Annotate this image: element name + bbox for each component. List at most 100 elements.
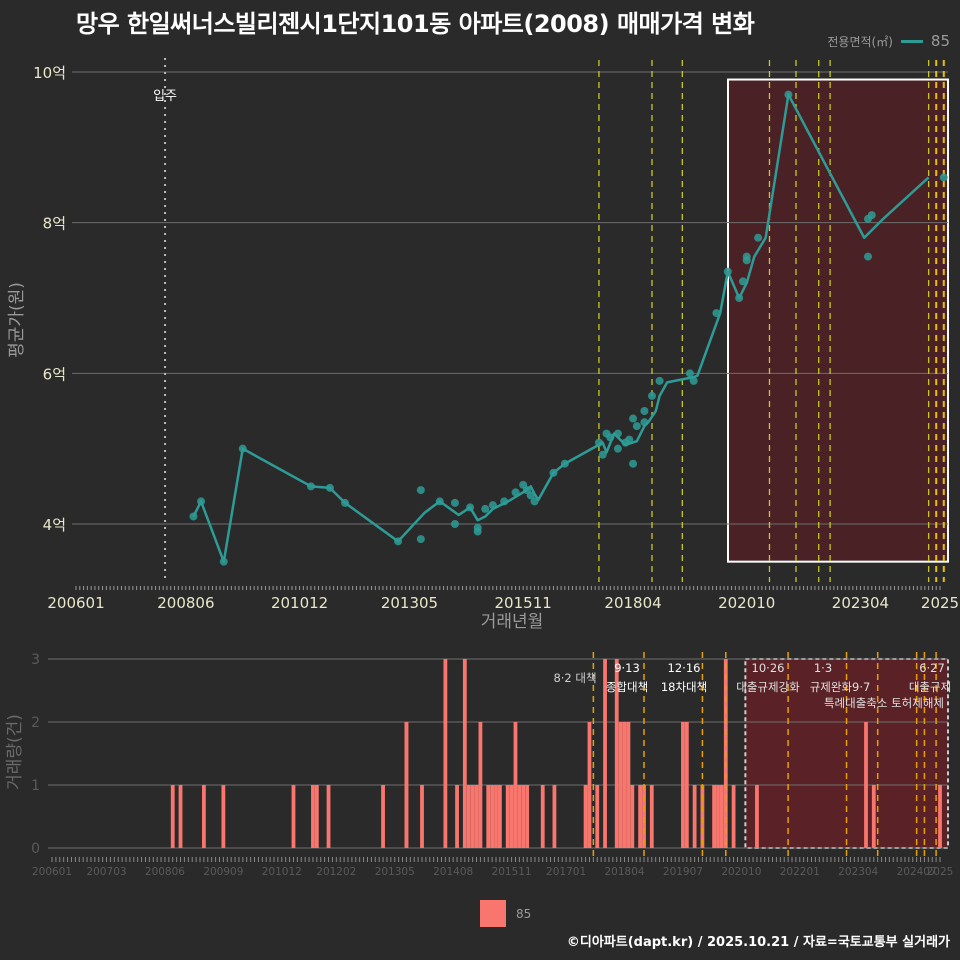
data-point bbox=[238, 444, 247, 453]
volume-bar bbox=[314, 785, 319, 848]
x-tick-label: 201804 bbox=[604, 594, 661, 612]
x-tick-label: 202010 bbox=[721, 866, 761, 878]
data-point bbox=[466, 503, 475, 512]
volume-bar bbox=[864, 722, 868, 848]
data-point bbox=[655, 376, 664, 385]
data-point bbox=[632, 422, 641, 431]
volume-bar bbox=[630, 785, 635, 848]
x-tick-label: 200703 bbox=[86, 866, 126, 878]
data-point bbox=[325, 483, 334, 492]
chart-title: 망우 한일써너스빌리젠시1단지101동 아파트(2008) 매매가격 변화 bbox=[76, 10, 755, 38]
x-tick-label: 200909 bbox=[203, 866, 243, 878]
data-point bbox=[939, 173, 948, 182]
data-point bbox=[640, 418, 649, 427]
data-point bbox=[712, 309, 721, 318]
volume-bar bbox=[486, 785, 491, 848]
volume-bar bbox=[509, 785, 514, 848]
data-point bbox=[481, 504, 490, 513]
volume-bar bbox=[626, 722, 631, 848]
source-credit: ©디아파트(dapt.kr) / 2025.10.21 / 자료=국토교통부 실… bbox=[566, 935, 950, 950]
volume-bar bbox=[540, 785, 545, 848]
volume-bar bbox=[466, 785, 471, 848]
volume-bar bbox=[490, 785, 495, 848]
volume-bar bbox=[755, 785, 759, 848]
x-tick-label: 201804 bbox=[604, 866, 644, 878]
y-tick-label: 6억 bbox=[43, 365, 66, 383]
volume-bar bbox=[291, 785, 296, 848]
volume-bar bbox=[731, 785, 736, 848]
x-tick-label: 201511 bbox=[492, 866, 532, 878]
policy-label: 9·13 bbox=[614, 661, 640, 675]
y-tick-label: 10억 bbox=[33, 64, 66, 82]
x-tick-label: 202201 bbox=[780, 866, 820, 878]
policy-label: 특례대출축소 토허제해제 bbox=[824, 696, 944, 710]
data-point bbox=[640, 407, 649, 415]
volume-bar bbox=[700, 785, 705, 848]
policy-label: 규제완화9·7 bbox=[810, 680, 871, 694]
x-tick-label: 200806 bbox=[145, 866, 185, 878]
data-point bbox=[450, 520, 459, 528]
policy-label: 12·16 bbox=[668, 661, 701, 675]
bar-legend: 85 bbox=[480, 900, 531, 927]
volume-bar bbox=[622, 722, 627, 848]
volume-bar bbox=[614, 659, 619, 848]
policy-label: 종합대책 bbox=[606, 680, 648, 694]
x-tick-label: 200601 bbox=[47, 594, 104, 612]
data-point bbox=[511, 488, 520, 497]
x-tick-label: 201511 bbox=[495, 594, 552, 612]
volume-bar bbox=[521, 785, 526, 848]
data-point bbox=[689, 376, 698, 385]
x-axis-title: 거래년월 bbox=[481, 612, 544, 632]
volume-bar bbox=[603, 659, 607, 848]
data-point bbox=[197, 497, 206, 506]
data-point bbox=[648, 391, 656, 400]
volume-bar bbox=[716, 785, 720, 848]
policy-label: 1·3 bbox=[814, 661, 832, 675]
x-tick-label: 202304 bbox=[832, 594, 889, 612]
highlight-region bbox=[727, 78, 949, 563]
data-point bbox=[526, 491, 535, 500]
volume-bar bbox=[494, 785, 498, 848]
x-tick-label: 202304 bbox=[838, 866, 878, 878]
data-point bbox=[735, 294, 744, 302]
x-tick-label: 201408 bbox=[433, 866, 473, 878]
volume-bar bbox=[719, 785, 724, 848]
x-tick-label: 201012 bbox=[262, 866, 302, 878]
volume-bar bbox=[712, 785, 717, 848]
volume-bar bbox=[455, 785, 459, 848]
data-point bbox=[754, 233, 763, 242]
data-point bbox=[530, 497, 539, 506]
data-point bbox=[864, 252, 872, 261]
data-point bbox=[742, 256, 751, 265]
volume-bar bbox=[681, 722, 685, 848]
data-point bbox=[685, 369, 694, 378]
volume-bar bbox=[497, 785, 502, 848]
data-point bbox=[784, 90, 793, 99]
data-point bbox=[598, 450, 607, 459]
data-point bbox=[738, 277, 747, 286]
policy-label: 8·2 대책 bbox=[553, 671, 596, 685]
x-tick-label: 201701 bbox=[546, 866, 586, 878]
x-tick-label: 201012 bbox=[271, 594, 328, 612]
data-point bbox=[341, 498, 350, 507]
data-point bbox=[613, 444, 622, 453]
data-point bbox=[435, 497, 444, 506]
y-tick-label: 0 bbox=[31, 841, 40, 857]
volume-bar bbox=[525, 785, 530, 848]
volume-bar bbox=[170, 785, 175, 848]
volume-bar bbox=[642, 785, 646, 848]
data-point bbox=[560, 459, 569, 468]
bar-legend-label: 85 bbox=[516, 906, 532, 921]
x-tick-label: 201305 bbox=[381, 594, 438, 612]
x-tick-label: 200806 bbox=[157, 594, 214, 612]
volume-bar bbox=[178, 785, 183, 848]
policy-label: 대출규제 bbox=[909, 680, 951, 694]
volume-bar bbox=[583, 785, 588, 848]
data-point bbox=[613, 429, 622, 438]
x-tick-label: 201305 bbox=[375, 866, 415, 878]
x-tick-label: 202407 bbox=[897, 866, 937, 878]
data-point bbox=[629, 414, 638, 423]
x-tick-label: 200601 bbox=[32, 866, 72, 878]
volume-bar bbox=[871, 785, 876, 848]
